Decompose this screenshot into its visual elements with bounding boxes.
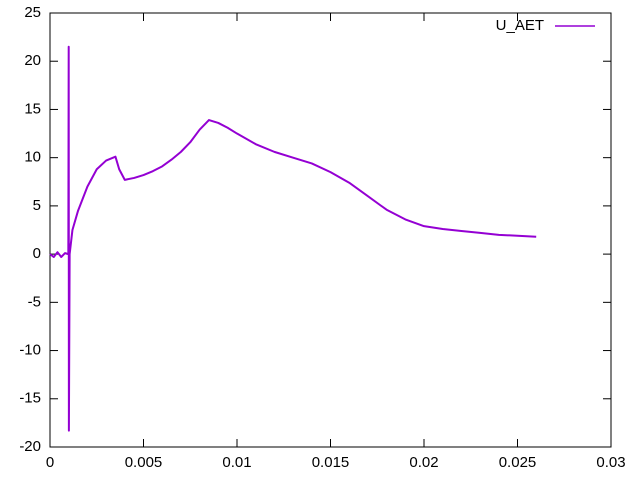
y-tick-label: 5 — [33, 197, 41, 214]
data-line — [49, 45, 537, 432]
x-tick-label: 0.03 — [596, 454, 625, 471]
y-tick-label: 25 — [24, 4, 41, 21]
x-tick-label: 0.02 — [409, 454, 438, 471]
y-tick-label: 15 — [24, 100, 41, 117]
y-tick-label: 20 — [24, 52, 41, 69]
x-tick-label: 0.01 — [222, 454, 251, 471]
x-tick-label: 0.025 — [499, 454, 537, 471]
x-tick-label: 0.005 — [125, 454, 163, 471]
y-tick-label: -5 — [28, 293, 41, 310]
x-tick-label: 0 — [46, 454, 54, 471]
x-tick-label: 0.015 — [312, 454, 350, 471]
legend-label: U_AET — [496, 17, 544, 34]
y-tick-label: -20 — [19, 438, 41, 455]
plot-border — [49, 12, 612, 448]
y-tick-label: 10 — [24, 149, 41, 166]
y-tick-label: 0 — [33, 245, 41, 262]
y-tick-label: -15 — [19, 390, 41, 407]
y-tick-label: -10 — [19, 342, 41, 359]
